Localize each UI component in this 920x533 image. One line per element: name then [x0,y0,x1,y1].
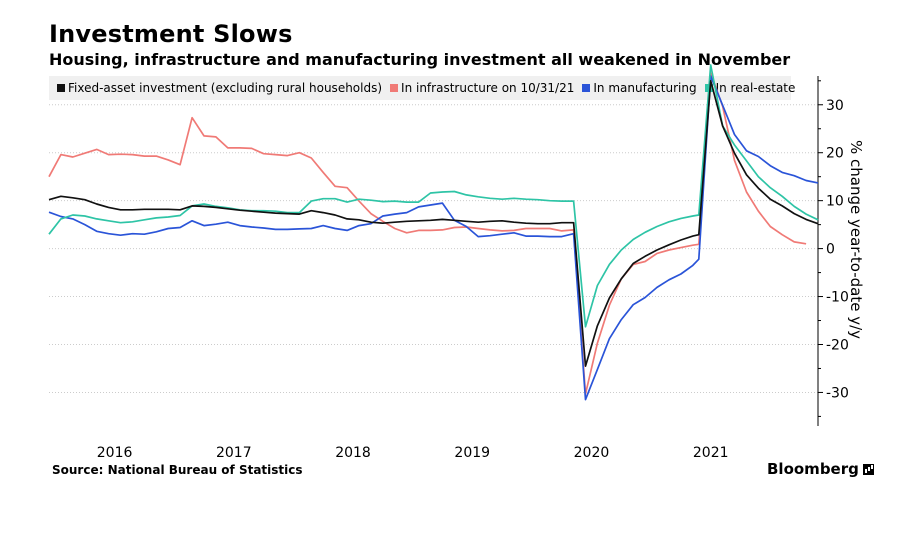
legend-label-manufacturing: In manufacturing [593,81,697,95]
source-note: Source: National Bureau of Statistics [52,463,303,477]
legend-item-manufacturing: In manufacturing [582,81,697,95]
y-axis-label: % change year-to-date y/y [847,140,865,340]
y-tick-label: 30 [826,98,844,114]
y-tick-label: 0 [826,242,835,258]
x-tick-label: 2017 [216,445,252,461]
x-tick-label: 2016 [97,445,133,461]
x-tick-label: 2019 [454,445,490,461]
y-tick-label: 10 [826,194,844,210]
legend-label-fixed-asset: Fixed-asset investment (excluding rural … [68,81,383,95]
bloomberg-chart-icon [862,463,874,475]
chart-title: Investment Slows [49,20,293,48]
x-tick-label: 2020 [574,445,610,461]
legend-swatch-manufacturing [582,84,591,92]
brand-name: Bloomberg [767,460,859,478]
legend-label-real-estate: In real-estate [715,81,796,95]
legend-swatch-infrastructure [390,84,399,92]
y-tick-label: -20 [826,337,849,353]
y-tick-label: -10 [826,290,849,306]
x-tick-label: 2021 [693,445,729,461]
y-tick-label: 20 [826,146,844,162]
series-line-manufacturing [48,75,819,401]
legend-item-infrastructure: In infrastructure on 10/31/21 [390,81,574,95]
series-line-fixed-asset [48,79,819,367]
chart-subtitle: Housing, infrastructure and manufacturin… [49,50,791,69]
series-line-infrastructure [48,72,807,395]
series-line-real-estate [48,64,819,328]
legend: Fixed-asset investment (excluding rural … [49,76,795,100]
legend-swatch-fixed-asset [57,84,65,92]
y-tick-label: -30 [826,385,849,401]
x-tick-label: 2018 [335,445,371,461]
legend-item-fixed-asset: Fixed-asset investment (excluding rural … [57,81,382,95]
legend-label-infrastructure: In infrastructure on 10/31/21 [401,81,575,95]
brand-logo: Bloomberg [767,460,874,478]
